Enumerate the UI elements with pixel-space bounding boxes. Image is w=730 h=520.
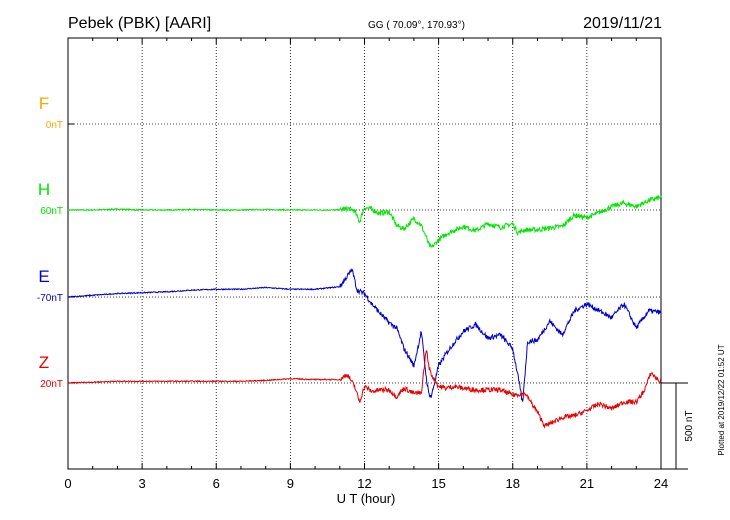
series-lines — [67, 194, 662, 429]
component-labels: F 0nT H 60nT E -70nT Z 20nT — [37, 94, 63, 390]
component-label-e: E — [38, 267, 49, 286]
x-tick-label: 12 — [357, 476, 371, 491]
date-label: 2019/11/21 — [583, 15, 662, 32]
series-line-h — [67, 194, 662, 248]
scale-bar-label: 500 nT — [684, 410, 695, 441]
scale-bar: 500 nT — [661, 382, 695, 470]
x-tick-label: 0 — [64, 476, 71, 491]
baseline-label-f: 0nT — [46, 120, 63, 131]
component-label-f: F — [39, 94, 49, 113]
station-title: Pebek (PBK) [AARI] — [68, 15, 211, 32]
x-tick-label: 24 — [654, 476, 668, 491]
component-label-z: Z — [39, 353, 49, 372]
x-tick-label: 21 — [580, 476, 594, 491]
series-line-e — [67, 268, 662, 402]
baseline-label-z: 20nT — [40, 379, 63, 390]
baseline-label-e: -70nT — [37, 293, 63, 304]
component-label-h: H — [38, 180, 50, 199]
x-axis: 0 3 6 9 12 15 18 21 24 — [64, 38, 668, 491]
x-tick-label: 3 — [139, 476, 146, 491]
baseline-label-h: 60nT — [40, 206, 63, 217]
series-line-z — [67, 349, 662, 429]
x-tick-label: 6 — [213, 476, 220, 491]
x-tick-label: 15 — [431, 476, 445, 491]
coordinates-label: GG ( 70.09°, 170.93°) — [368, 20, 465, 31]
grid-lines — [68, 38, 661, 469]
x-tick-label: 18 — [506, 476, 520, 491]
plotted-note: Plotted at 2019/12/22 01:52 UT — [717, 344, 726, 455]
x-axis-title: U T (hour) — [337, 491, 396, 506]
x-tick-label: 9 — [287, 476, 294, 491]
